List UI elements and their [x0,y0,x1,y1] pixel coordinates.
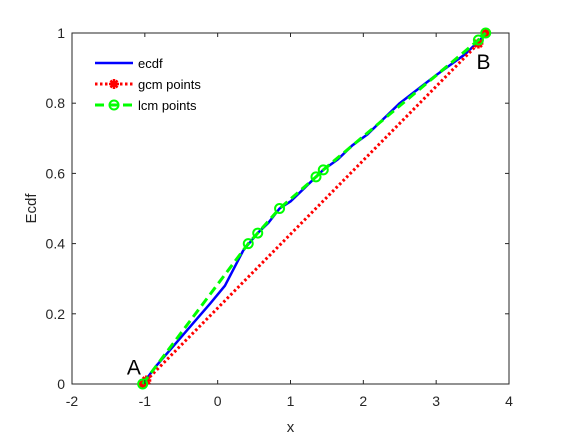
data-point [480,27,492,39]
legend: ecdf gcm points lcm points [95,56,201,113]
plot-area [71,32,510,385]
y-tick-label: 0.6 [46,165,66,181]
data-point [274,203,286,214]
legend-marker [108,99,120,111]
legend-label: gcm points [138,77,201,92]
ticks-layer: -2 -1 0 1 2 3 4 0 0.2 0.4 0.6 0.8 1 [46,25,514,409]
y-tick-label: 0.8 [46,95,66,111]
x-tick-label: -2 [66,393,79,409]
x-tick-label: 4 [505,393,513,409]
y-tick-label: 1 [57,25,65,41]
series-layer [137,27,492,390]
data-point [242,238,254,250]
annotation-label: B [477,51,491,74]
annotation-label: A [127,356,141,379]
x-axis-label: x [287,419,295,436]
data-point [310,171,322,183]
legend-marker [109,79,119,89]
legend-label: ecdf [138,56,163,71]
x-tick-label: 2 [359,393,367,409]
series-line [141,31,487,385]
y-tick-label: 0.2 [46,306,66,322]
series-line [141,32,487,386]
y-axis-label: Ecdf [23,193,40,224]
legend-label: lcm points [138,98,197,113]
series-lcm-points [137,27,492,390]
x-tick-label: 1 [287,393,295,409]
data-point [137,378,149,390]
data-point [252,227,264,239]
legend-item: gcm points [95,77,201,92]
y-tick-label: 0 [57,376,65,392]
data-point [137,379,148,389]
legend-item: lcm points [95,98,197,113]
axes-box [71,32,510,385]
data-point [317,164,329,176]
x-tick-label: 3 [432,393,440,409]
x-tick-label: 0 [214,393,222,409]
annotation-layer: AB [127,51,491,379]
legend-item: ecdf [95,56,163,71]
y-tick-label: 0.4 [46,236,66,252]
x-tick-label: -1 [139,393,152,409]
data-point [472,34,484,46]
